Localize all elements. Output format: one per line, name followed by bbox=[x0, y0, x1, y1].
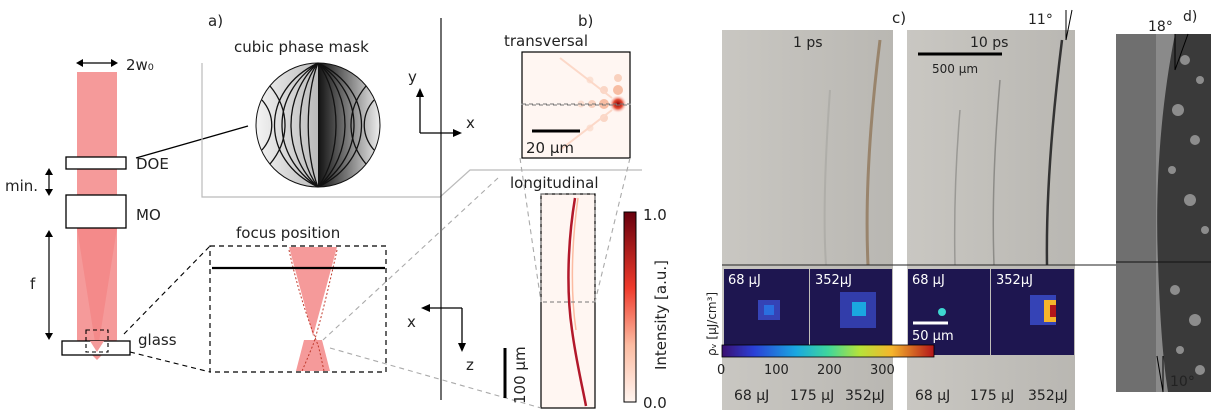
axis-x-label-top: x bbox=[466, 114, 475, 132]
inset-label-10ps-68: 68 µJ bbox=[912, 273, 945, 288]
angle-label-10: 10° bbox=[1170, 374, 1195, 390]
mask-outline bbox=[201, 63, 642, 198]
panel-a: a) 2w₀ DOE min. MO f glass cubic phase bbox=[5, 12, 642, 373]
axis-x-label-bottom: x bbox=[407, 313, 416, 331]
transversal-title: transversal bbox=[504, 32, 588, 50]
panel-label-b: b) bbox=[578, 12, 593, 30]
panel-label-a: a) bbox=[208, 12, 223, 30]
bottom-energy-1ps-352: 352µJ bbox=[845, 388, 885, 404]
time-label-1ps: 1 ps bbox=[793, 35, 823, 51]
focusing-cone bbox=[77, 228, 117, 355]
density-tick-100: 100 bbox=[764, 363, 789, 378]
cubic-phase-mask-title: cubic phase mask bbox=[234, 38, 369, 56]
doe-label: DOE bbox=[136, 155, 169, 173]
colorbar-label: Intensity [a.u.] bbox=[652, 260, 670, 370]
axis-y-label: y bbox=[408, 68, 417, 86]
longitudinal-title: longitudinal bbox=[510, 174, 598, 192]
focus-position-box bbox=[209, 245, 387, 373]
bottom-energy-1ps-175: 175 µJ bbox=[790, 388, 834, 404]
panel-label-c: c) bbox=[892, 9, 906, 27]
doe-to-mask-line bbox=[135, 125, 249, 159]
bottom-energy-10ps-175: 175 µJ bbox=[970, 388, 1014, 404]
glass-label: glass bbox=[138, 331, 177, 349]
inset-label-10ps-352: 352µJ bbox=[996, 273, 1033, 288]
density-tick-0: 0 bbox=[717, 363, 725, 378]
bottom-energy-10ps-352: 352µJ bbox=[1028, 388, 1068, 404]
inset-10ps-68 bbox=[908, 269, 990, 355]
panel-d: 18° d) 10° bbox=[1116, 9, 1211, 393]
angle-label-11: 11° bbox=[1028, 12, 1053, 28]
panel-b: b) y x x z transversal bbox=[322, 12, 670, 410]
mo-element bbox=[65, 194, 127, 229]
airy-beam-trajectory bbox=[567, 197, 588, 407]
panel-label-d: d) bbox=[1183, 9, 1197, 25]
inset-label-1ps-68: 68 µJ bbox=[728, 273, 761, 288]
focus-position-title: focus position bbox=[236, 224, 340, 242]
colorbar-max: 1.0 bbox=[643, 206, 667, 224]
density-axis-label: ρᵥ [µJ/cm³] bbox=[705, 292, 719, 356]
cleaved-surface bbox=[1157, 34, 1211, 392]
focus-cone-lower bbox=[296, 340, 330, 371]
inset-label-1ps-352: 352µJ bbox=[815, 273, 852, 288]
bottom-energy-10ps-68: 68 µJ bbox=[915, 388, 950, 404]
transversal-scalebar-label: 20 µm bbox=[526, 139, 574, 157]
doe-element bbox=[65, 156, 127, 170]
colorbar-min: 0.0 bbox=[643, 394, 667, 410]
focal-length-label: f bbox=[30, 275, 36, 293]
density-tick-300: 300 bbox=[870, 363, 895, 378]
intensity-colorbar bbox=[623, 211, 637, 403]
time-label-10ps: 10 ps bbox=[970, 35, 1008, 51]
angle-label-18: 18° bbox=[1148, 19, 1173, 35]
bottom-energy-1ps-68: 68 µJ bbox=[734, 388, 769, 404]
density-tick-200: 200 bbox=[817, 363, 842, 378]
beam-width-label: 2w₀ bbox=[126, 56, 154, 74]
airy-beam-lobes bbox=[559, 57, 627, 151]
axis-z-label: z bbox=[466, 356, 474, 374]
longitudinal-scalebar-label: 100 µm bbox=[511, 346, 529, 404]
photo-scalebar-label: 500 µm bbox=[932, 62, 978, 76]
focus-zoom-box bbox=[85, 329, 109, 353]
energy-density-features bbox=[758, 292, 1056, 328]
focus-cone-upper bbox=[289, 247, 337, 336]
mo-label: MO bbox=[136, 206, 161, 224]
inset-scalebar-label: 50 µm bbox=[912, 329, 954, 344]
min-label: min. bbox=[5, 177, 38, 195]
panel-c: c) 1 ps 10 ps 500 µm 11° bbox=[705, 9, 1211, 410]
cubic-phase-mask-image bbox=[255, 62, 381, 188]
density-colorbar bbox=[721, 344, 935, 358]
